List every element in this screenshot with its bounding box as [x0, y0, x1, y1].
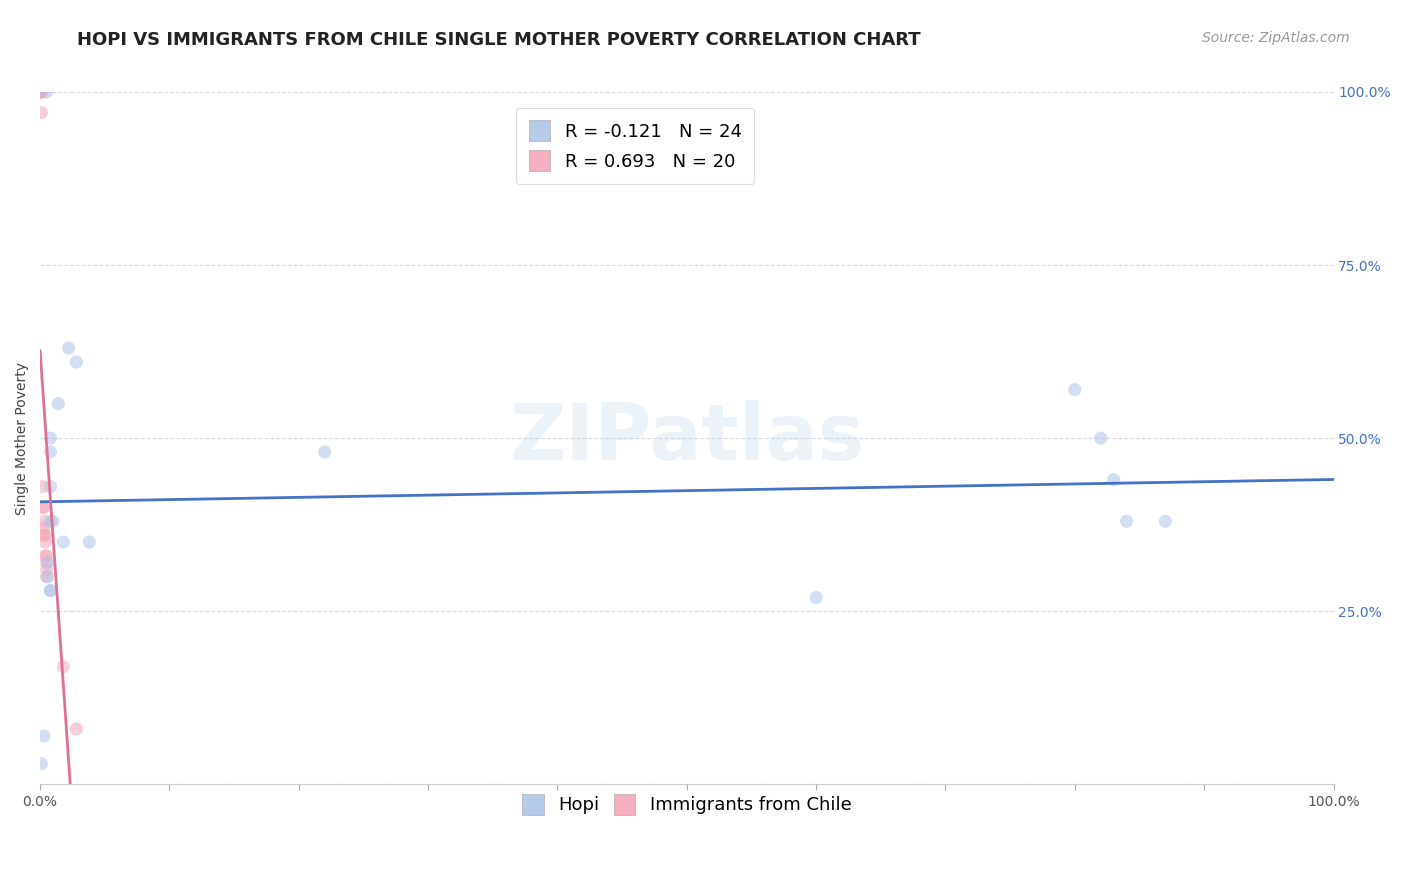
Point [52, 659, 75, 673]
Point [34, 528, 56, 542]
Point [1090, 431, 1112, 445]
Point [32, 521, 55, 535]
Point [804, 591, 827, 605]
Point [31, 500, 53, 515]
Text: Source: ZipAtlas.com: Source: ZipAtlas.com [1202, 31, 1350, 45]
Point [32, 514, 55, 528]
Legend: Hopi, Immigrants from Chile: Hopi, Immigrants from Chile [513, 785, 860, 824]
Point [314, 445, 336, 459]
Point [35, 563, 58, 577]
Point [34, 549, 56, 563]
Point [42, 514, 65, 528]
Point [35, 556, 58, 570]
Y-axis label: Single Mother Poverty: Single Mother Poverty [15, 361, 30, 515]
Point [32, 729, 55, 743]
Point [1102, 473, 1125, 487]
Point [39, 583, 62, 598]
Point [30, 85, 52, 99]
Point [30, 85, 52, 99]
Point [52, 535, 75, 549]
Point [1154, 514, 1177, 528]
Point [30, 85, 52, 99]
Point [37, 556, 59, 570]
Point [32, 500, 55, 515]
Point [35, 569, 58, 583]
Point [77, 535, 100, 549]
Point [39, 583, 62, 598]
Point [39, 445, 62, 459]
Point [1115, 514, 1137, 528]
Point [39, 514, 62, 528]
Text: HOPI VS IMMIGRANTS FROM CHILE SINGLE MOTHER POVERTY CORRELATION CHART: HOPI VS IMMIGRANTS FROM CHILE SINGLE MOT… [77, 31, 921, 49]
Point [34, 535, 56, 549]
Point [65, 355, 87, 369]
Point [35, 85, 58, 99]
Point [35, 549, 58, 563]
Point [39, 480, 62, 494]
Point [30, 85, 52, 99]
Point [32, 528, 55, 542]
Point [39, 431, 62, 445]
Point [30, 105, 52, 120]
Point [37, 569, 59, 583]
Point [31, 480, 53, 494]
Point [1063, 383, 1085, 397]
Point [30, 756, 52, 771]
Point [65, 722, 87, 736]
Point [58, 341, 80, 355]
Point [46, 396, 69, 410]
Text: ZIPatlas: ZIPatlas [509, 401, 865, 476]
